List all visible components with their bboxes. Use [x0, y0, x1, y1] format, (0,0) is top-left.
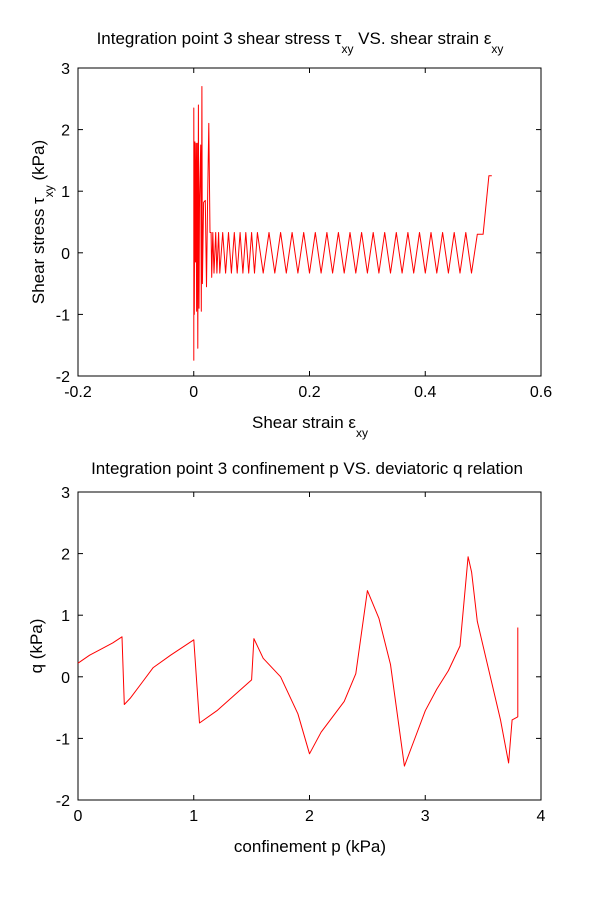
- chart2-series-line: [77, 556, 519, 767]
- chart2-ytick-label: -1: [56, 731, 70, 748]
- chart2-ytick-label: 2: [61, 547, 70, 564]
- chart2-title: Integration point 3 confinement p VS. de…: [91, 459, 523, 478]
- chart1-ytick-label: -1: [56, 307, 70, 324]
- chart2-plot-area: [77, 491, 542, 801]
- chart1-xtick-label: 0.6: [530, 384, 552, 401]
- chart2-ytick-label: -2: [56, 793, 70, 810]
- chart2-ytick-label: 1: [61, 608, 70, 625]
- chart2-xtick-label: 3: [421, 808, 430, 825]
- chart1-title: Integration point 3 shear stress τxy VS.…: [97, 29, 504, 56]
- chart1-xtick-label: 0.4: [414, 384, 436, 401]
- chart2-ytick-label: 0: [61, 670, 70, 687]
- chart2-ytick-label: 3: [61, 485, 70, 502]
- chart1-ytick-label: 2: [61, 123, 70, 140]
- chart1-xtick-label: 0: [189, 384, 198, 401]
- chart2-xtick-label: 1: [189, 808, 198, 825]
- chart1-xlabel: Shear strain εxy: [252, 413, 368, 440]
- chart1-ytick-label: 1: [61, 184, 70, 201]
- chart1-ytick-label: 3: [61, 61, 70, 78]
- chart1-xtick-label: 0.2: [298, 384, 320, 401]
- chart2-xtick-label: 2: [305, 808, 314, 825]
- chart1-ytick-label: -2: [56, 369, 70, 386]
- chart2-xlabel: confinement p (kPa): [234, 837, 386, 856]
- chart1-series-line: [193, 86, 492, 361]
- chart1-plot-area: [77, 67, 542, 377]
- chart2-xtick-label: 0: [74, 808, 83, 825]
- chart1-ytick-label: 0: [61, 246, 70, 263]
- chart2-ylabel: q (kPa): [27, 619, 46, 674]
- chart2-xtick-label: 4: [537, 808, 546, 825]
- chart1-xtick-label: -0.2: [64, 384, 92, 401]
- chart1-ylabel: Shear stress τxy (kPa): [29, 140, 56, 304]
